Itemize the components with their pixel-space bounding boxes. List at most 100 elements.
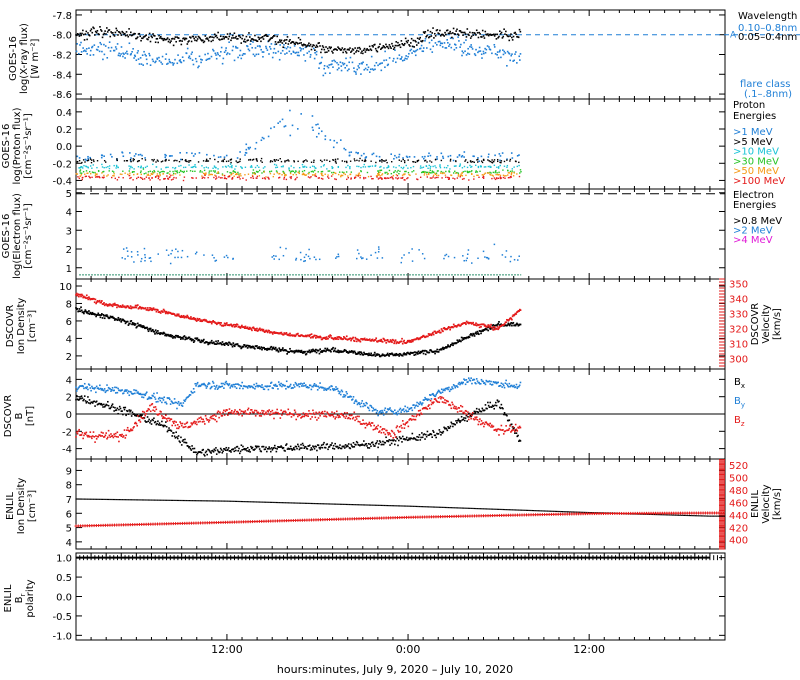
proton-series-5-point bbox=[224, 177, 226, 179]
proton-series-0-point bbox=[499, 155, 502, 157]
proton-series-3-point bbox=[471, 170, 473, 172]
xray-series-0.1-0.8nm-point bbox=[192, 63, 195, 66]
electron-series-2MeV-point bbox=[510, 255, 512, 258]
dscovr-velocity-series-point bbox=[309, 333, 311, 336]
proton-series-2-point bbox=[395, 166, 397, 169]
dscovr-density-series-point bbox=[118, 318, 120, 321]
proton-series-3-point bbox=[186, 170, 188, 172]
dscovr-density-series-point bbox=[281, 347, 284, 349]
dscovr-velocity-series-point bbox=[467, 321, 469, 324]
dscovr-b-series-y-point bbox=[104, 391, 107, 394]
proton-series-3-point bbox=[394, 170, 396, 172]
dscovr-density-series-point bbox=[435, 350, 438, 353]
dscovr-density-series-point bbox=[193, 340, 196, 342]
dscovr-b-series-x-point bbox=[346, 444, 348, 447]
dscovr-b-series-y-point bbox=[238, 387, 241, 390]
dscovr-density-series-point bbox=[84, 309, 87, 311]
xray-series-0.05-0.4nm-point bbox=[320, 48, 323, 51]
xray-series-0.1-0.8nm-point bbox=[228, 53, 231, 55]
dscovr-b-series-x-point bbox=[161, 420, 163, 423]
dscovr-b-series-x-point bbox=[227, 447, 230, 449]
proton-series-2-point bbox=[192, 165, 194, 168]
proton-series-5-point bbox=[145, 176, 148, 178]
xray-series-0.05-0.4nm-point bbox=[296, 42, 299, 45]
xray-series-0.05-0.4nm-point bbox=[290, 42, 292, 44]
dscovr-density-series-point bbox=[323, 350, 326, 352]
dscovr-velocity-series-point bbox=[151, 308, 154, 310]
xray-series-0.1-0.8nm-point bbox=[470, 44, 472, 46]
dscovr-density-series-point bbox=[139, 325, 141, 327]
proton-series-4-point bbox=[457, 175, 460, 177]
dscovr-b-series-y-point bbox=[95, 391, 97, 394]
xray-series-0.1-0.8nm-point bbox=[299, 49, 302, 52]
proton-series-5-point bbox=[350, 177, 352, 179]
dscovr-b-series-y-point bbox=[215, 384, 218, 387]
dscovr-velocity-series-point bbox=[212, 320, 215, 322]
xray-series-0.1-0.8nm-point bbox=[341, 62, 344, 64]
dscovr-b-series-x-point bbox=[491, 406, 493, 408]
dscovr-b-series-x-point bbox=[193, 447, 196, 450]
xray-series-0.1-0.8nm-point bbox=[270, 43, 273, 45]
proton-series-1 bbox=[76, 157, 520, 164]
proton-series-5-point bbox=[314, 175, 316, 177]
proton-series-2-point bbox=[240, 166, 242, 168]
dscovr-density-series-point bbox=[470, 332, 472, 335]
dscovr-b-series-x-point bbox=[91, 402, 94, 404]
xray-series-0.1-0.8nm-point bbox=[334, 60, 337, 63]
dscovr-density-series-point bbox=[175, 334, 178, 337]
dscovr-velocity-series-point bbox=[475, 322, 477, 325]
proton-series-5-point bbox=[228, 175, 231, 178]
dscovr-density-series-point bbox=[167, 333, 169, 336]
proton-series-1-point bbox=[349, 160, 352, 162]
dscovr-b-series-y-point bbox=[205, 387, 208, 389]
y-tick-label-1: 0.2 bbox=[56, 125, 72, 136]
dscovr-density-series-point bbox=[95, 315, 97, 318]
xray-series-0.1-0.8nm-point bbox=[156, 57, 158, 60]
dscovr-b-series-x-point bbox=[382, 443, 385, 446]
xray-series-0.1-0.8nm-point bbox=[151, 58, 154, 61]
dscovr-b-series-x-point bbox=[376, 440, 379, 442]
proton-series-4-point bbox=[247, 173, 250, 175]
xray-series-0.1-0.8nm-point bbox=[323, 67, 325, 70]
xray-series-0.1-0.8nm-point bbox=[438, 40, 441, 43]
xray-series-0.1-0.8nm-point bbox=[273, 47, 276, 50]
dscovr-b-series-y-point bbox=[234, 385, 236, 388]
xray-series-0.05-0.4nm-point bbox=[484, 30, 487, 33]
dscovr-density-series-point bbox=[434, 352, 436, 355]
dscovr-b-series-y-point bbox=[215, 386, 217, 388]
dscovr-velocity-series-point bbox=[427, 333, 430, 335]
dscovr-velocity-series-point bbox=[163, 309, 166, 312]
dscovr-b-series-x-point bbox=[210, 452, 212, 454]
xray-series-0.1-0.8nm-point bbox=[384, 66, 386, 69]
dscovr-b-series-x-point bbox=[208, 450, 211, 452]
proton-series-4-point bbox=[340, 174, 343, 177]
dscovr-b-series-y-point bbox=[103, 388, 106, 390]
dscovr-b-series-x-point bbox=[141, 414, 143, 416]
proton-series-1-point bbox=[126, 160, 129, 162]
proton-series-4-point bbox=[202, 172, 205, 175]
dscovr-b-series-x-point bbox=[300, 443, 302, 446]
proton-series-4-point bbox=[168, 173, 171, 175]
dscovr-density-series-point bbox=[510, 322, 513, 324]
dscovr-b-series-x-point bbox=[336, 445, 339, 448]
xray-series-0.1-0.8nm-point bbox=[349, 56, 352, 59]
xray-series-0.05-0.4nm-point bbox=[421, 40, 423, 43]
proton-series-1-point bbox=[329, 160, 331, 163]
xray-series-0.1-0.8nm-point bbox=[188, 55, 191, 58]
proton-series-3-point bbox=[423, 171, 425, 174]
xray-series-0.05-0.4nm-point bbox=[243, 40, 245, 43]
dscovr-velocity-series-point bbox=[265, 329, 268, 332]
xray-series-0.05-0.4nm-point bbox=[118, 31, 121, 34]
xray-series-0.05-0.4nm-point bbox=[375, 49, 378, 52]
xray-series-0.05-0.4nm-point bbox=[209, 35, 212, 38]
dscovr-density-series-point bbox=[414, 351, 416, 353]
dscovr-b-series-x-point bbox=[417, 439, 419, 441]
electron-series-2MeV-point bbox=[447, 255, 450, 258]
dscovr-b-series-x-point bbox=[239, 450, 242, 453]
proton-series-1-point bbox=[310, 161, 313, 163]
dscovr-velocity-series-point bbox=[151, 309, 153, 312]
dscovr-b-series-y-point bbox=[159, 399, 162, 402]
dscovr-b-series-x-point bbox=[421, 432, 423, 434]
dscovr-density-series-point bbox=[132, 323, 135, 326]
xray-series-0.1-0.8nm-point bbox=[217, 53, 219, 56]
